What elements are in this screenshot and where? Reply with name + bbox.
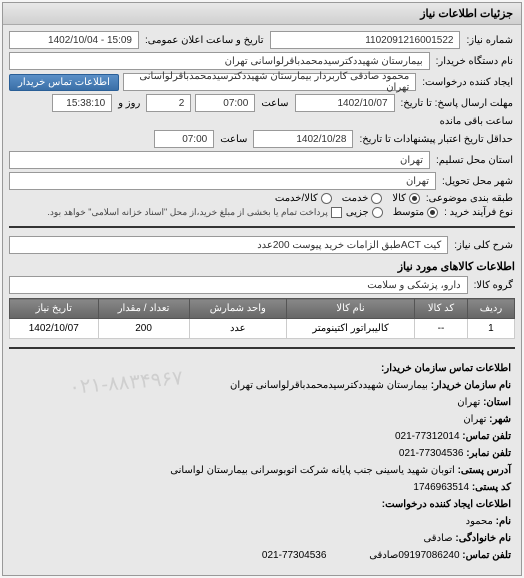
- buyer-org-label: نام دستگاه خریدار:: [434, 56, 515, 67]
- td-unit: عدد: [189, 319, 287, 339]
- goods-table: ردیف کد کالا نام کالا واحد شمارش تعداد /…: [9, 298, 515, 339]
- td-date: 1402/10/07: [10, 319, 99, 339]
- info-province: استان: تهران: [13, 395, 511, 411]
- validity-label: حداقل تاریخ اعتبار پیشنهادات تا تاریخ:: [357, 134, 515, 145]
- info-lastname: نام خانوادگی: صادقی: [13, 531, 511, 547]
- requester-label: ایجاد کننده درخواست:: [420, 77, 515, 88]
- radio-khadamat[interactable]: خدمت: [342, 193, 383, 204]
- radio-dot-icon: [409, 193, 420, 204]
- radio-kala-label: کالا: [392, 193, 406, 204]
- radio-kala-khadamat[interactable]: کالا/خدمت: [275, 193, 332, 204]
- payment-note: پرداخت تمام یا بخشی از مبلغ خرید،از محل …: [47, 207, 327, 218]
- table-header-row: ردیف کد کالا نام کالا واحد شمارش تعداد /…: [10, 299, 515, 319]
- info-req-phone: تلفن تماس: 09197086240صادقی 77304536-021: [13, 548, 511, 564]
- radio-dot-icon: [371, 193, 382, 204]
- public-date-field: 15:09 - 1402/10/04: [9, 31, 139, 49]
- days-label: روز و: [116, 98, 142, 109]
- time-label-1: ساعت: [259, 98, 290, 109]
- days-field: 2: [146, 94, 191, 112]
- contact-section-title: اطلاعات تماس سازمان خریدار:: [13, 361, 511, 377]
- radio-kala-khadamat-label: کالا/خدمت: [275, 193, 318, 204]
- th-row: ردیف: [467, 299, 514, 319]
- row-description: شرح کلی نیاز: کیت ACTطبق الزامات خرید پی…: [9, 236, 515, 254]
- info-name: نام: محمود: [13, 514, 511, 530]
- radio-jozi-label: جزیی: [346, 207, 369, 218]
- delivery-province-field: تهران: [9, 151, 430, 169]
- contact-info-section: ۰۲۱-۸۸۳۴۹۶۷ اطلاعات تماس سازمان خریدار: …: [9, 357, 515, 569]
- row-validity: حداقل تاریخ اعتبار پیشنهادات تا تاریخ: 1…: [9, 130, 515, 148]
- radio-khadamat-label: خدمت: [342, 193, 369, 204]
- row-response-deadline: مهلت ارسال پاسخ: تا تاریخ: 1402/10/07 سا…: [9, 94, 515, 127]
- row-category: طبقه بندی موضوعی: کالا خدمت کالا/خدمت: [9, 193, 515, 204]
- goods-section-title: اطلاعات کالاهای مورد نیاز: [9, 260, 515, 273]
- category-label: طبقه بندی موضوعی:: [424, 193, 515, 204]
- info-city: شهر: تهران: [13, 412, 511, 428]
- radio-dot-icon: [427, 207, 438, 218]
- row-process: نوع فرآیند خرید : متوسط جزیی پرداخت تمام…: [9, 207, 515, 218]
- goods-group-field: دارو، پزشکی و سلامت: [9, 276, 468, 294]
- response-time-field: 07:00: [195, 94, 255, 112]
- payment-checkbox-item[interactable]: پرداخت تمام یا بخشی از مبلغ خرید،از محل …: [47, 207, 341, 218]
- main-container: جزئیات اطلاعات نیاز شماره نیاز: 11020912…: [2, 2, 522, 576]
- request-number-label: شماره نیاز:: [464, 35, 515, 46]
- remaining-time-field: 15:38:10: [52, 94, 112, 112]
- info-fax: تلفن نمابر: 77304536-021: [13, 446, 511, 462]
- buyer-org-field: بیمارستان شهیددکترسیدمحمدباقرلواسانی تهر…: [9, 52, 430, 70]
- delivery-province-label: استان محل تسلیم:: [434, 155, 515, 166]
- table-row: 1 -- کالیبراتور اکتینومتر عدد 200 1402/1…: [10, 319, 515, 339]
- row-city: شهر محل تحویل: تهران: [9, 172, 515, 190]
- radio-kala[interactable]: کالا: [392, 193, 420, 204]
- row-requester: ایجاد کننده درخواست: محمود صادقی کاربردا…: [9, 73, 515, 91]
- requester-field: محمود صادقی کاربردار بیمارستان شهیددکترس…: [123, 73, 416, 91]
- validity-date-field: 1402/10/28: [253, 130, 353, 148]
- radio-motavasset-label: متوسط: [393, 207, 424, 218]
- time-label-2: ساعت: [218, 134, 249, 145]
- info-org: نام سازمان خریدار: بیمارستان شهیددکترسید…: [13, 378, 511, 394]
- response-date-field: 1402/10/07: [295, 94, 395, 112]
- remaining-label: ساعت باقی مانده: [438, 116, 515, 127]
- form-content: شماره نیاز: 1102091216001522 تاریخ و ساع…: [3, 25, 521, 575]
- divider: [9, 347, 515, 349]
- td-row: 1: [467, 319, 514, 339]
- row-goods-group: گروه کالا: دارو، پزشکی و سلامت: [9, 276, 515, 294]
- public-date-label: تاریخ و ساعت اعلان عمومی:: [143, 35, 266, 46]
- radio-jozi[interactable]: جزیی: [346, 207, 383, 218]
- td-name: کالیبراتور اکتینومتر: [287, 319, 415, 339]
- info-postal: کد پستی: 1746963514: [13, 480, 511, 496]
- td-qty: 200: [98, 319, 189, 339]
- row-province: استان محل تسلیم: تهران: [9, 151, 515, 169]
- request-number-field: 1102091216001522: [270, 31, 461, 49]
- contact-buyer-button[interactable]: اطلاعات تماس خریدار: [9, 74, 119, 91]
- checkbox-icon: [331, 207, 342, 218]
- th-code: کد کالا: [415, 299, 468, 319]
- delivery-city-label: شهر محل تحویل:: [440, 176, 515, 187]
- delivery-city-field: تهران: [9, 172, 436, 190]
- th-qty: تعداد / مقدار: [98, 299, 189, 319]
- description-label: شرح کلی نیاز:: [452, 240, 515, 251]
- response-deadline-label: مهلت ارسال پاسخ: تا تاریخ:: [399, 98, 515, 109]
- process-label: نوع فرآیند خرید :: [442, 207, 515, 218]
- info-phone: تلفن تماس: 77312014-021: [13, 429, 511, 445]
- radio-dot-icon: [372, 207, 383, 218]
- th-name: نام کالا: [287, 299, 415, 319]
- divider: [9, 226, 515, 228]
- description-field: کیت ACTطبق الزامات خرید پیوست 200عدد: [9, 236, 448, 254]
- radio-motavasset[interactable]: متوسط: [393, 207, 438, 218]
- process-radio-group: متوسط جزیی: [346, 207, 438, 218]
- radio-dot-icon: [321, 193, 332, 204]
- validity-time-field: 07:00: [154, 130, 214, 148]
- row-buyer-org: نام دستگاه خریدار: بیمارستان شهیددکترسید…: [9, 52, 515, 70]
- info-address: آدرس پستی: اتوبان شهید یاسینی جنب پایانه…: [13, 463, 511, 479]
- header-bar: جزئیات اطلاعات نیاز: [3, 3, 521, 25]
- th-unit: واحد شمارش: [189, 299, 287, 319]
- th-date: تاریخ نیاز: [10, 299, 99, 319]
- td-code: --: [415, 319, 468, 339]
- header-title: جزئیات اطلاعات نیاز: [420, 8, 513, 20]
- row-request-number: شماره نیاز: 1102091216001522 تاریخ و ساع…: [9, 31, 515, 49]
- requester-section-title: اطلاعات ایجاد کننده درخواست:: [13, 497, 511, 513]
- goods-group-label: گروه کالا:: [472, 280, 515, 291]
- category-radio-group: کالا خدمت کالا/خدمت: [275, 193, 420, 204]
